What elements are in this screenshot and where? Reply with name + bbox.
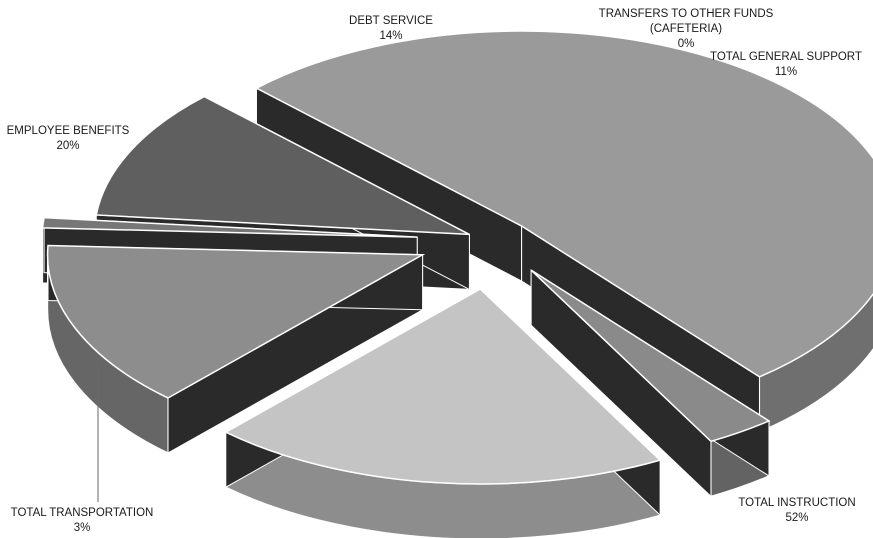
slice-label: TOTAL INSTRUCTION 52% [738,497,855,524]
slice-top [95,95,470,236]
slice-label: TOTAL TRANSPORTATION 3% [11,507,154,534]
slice-percent: 3% [74,522,91,534]
slice-label: TOTAL GENERAL SUPPORT 11% [710,51,862,78]
slice-name: TOTAL TRANSPORTATION [11,507,154,519]
slice-label: EMPLOYEE BENEFITS 20% [7,125,130,152]
slice-name: TRANSFERS TO OTHER FUNDS [599,8,774,20]
pie-slice [224,287,662,538]
slice-top [224,288,662,485]
slices-layer [41,30,873,538]
slice-percent: 14% [379,30,402,42]
slice-top [46,244,426,399]
labels-layer: TOTAL INSTRUCTION 52% TOTAL TRANSPORTATION… [7,8,862,534]
slice-name: DEBT SERVICE [349,15,433,27]
slice-percent: 0% [678,38,695,50]
slice-top [41,216,418,238]
slice-name: (CAFETERIA) [650,23,722,35]
slice-top [254,30,873,378]
slice-name: TOTAL INSTRUCTION [738,497,855,509]
slice-percent: 11% [775,66,797,78]
pie-slice [46,244,426,454]
slice-top [530,269,771,443]
slice-name: TOTAL GENERAL SUPPORT [710,51,862,63]
slice-percent: 20% [56,140,79,152]
slice-percent: 52% [785,512,808,524]
pie-slice [530,269,771,498]
slice-label: TRANSFERS TO OTHER FUNDS (CAFETERIA) 0% [599,8,774,50]
slice-label: DEBT SERVICE 14% [349,15,433,42]
slice-name: EMPLOYEE BENEFITS [7,125,130,137]
